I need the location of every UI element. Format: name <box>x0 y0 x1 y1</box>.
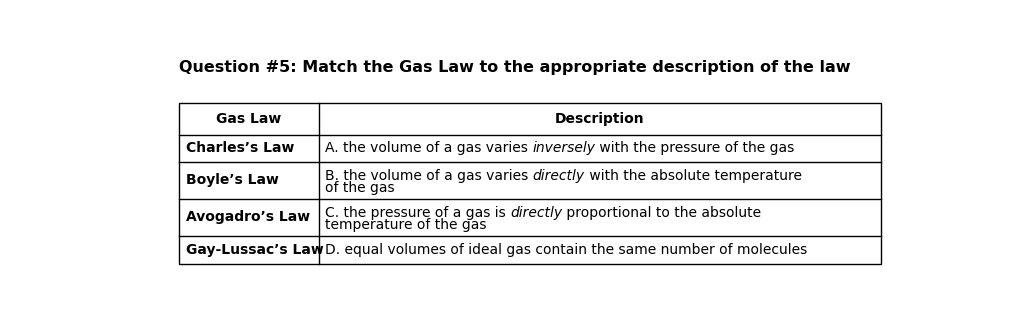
Text: directly: directly <box>533 169 585 183</box>
Text: temperature of the gas: temperature of the gas <box>325 218 486 232</box>
Text: Charles’s Law: Charles’s Law <box>186 141 294 155</box>
Text: with the absolute temperature: with the absolute temperature <box>585 169 802 183</box>
Text: Gay-Lussac’s Law: Gay-Lussac’s Law <box>186 243 323 257</box>
Text: directly: directly <box>510 206 562 220</box>
Text: A. the volume of a gas varies: A. the volume of a gas varies <box>325 141 533 155</box>
Text: Boyle’s Law: Boyle’s Law <box>186 173 279 187</box>
Text: Avogadro’s Law: Avogadro’s Law <box>186 210 310 224</box>
Text: proportional to the absolute: proportional to the absolute <box>562 206 762 220</box>
Text: with the pressure of the gas: with the pressure of the gas <box>595 141 795 155</box>
Text: Description: Description <box>555 112 645 126</box>
Text: C. the pressure of a gas is: C. the pressure of a gas is <box>325 206 510 220</box>
Text: Question #5: Match the Gas Law to the appropriate description of the law: Question #5: Match the Gas Law to the ap… <box>180 60 850 75</box>
Text: B. the volume of a gas varies: B. the volume of a gas varies <box>325 169 533 183</box>
Text: D. equal volumes of ideal gas contain the same number of molecules: D. equal volumes of ideal gas contain th… <box>325 243 807 257</box>
Text: inversely: inversely <box>533 141 595 155</box>
Text: of the gas: of the gas <box>325 181 394 195</box>
Bar <box>180 103 880 264</box>
Text: Gas Law: Gas Law <box>217 112 282 126</box>
